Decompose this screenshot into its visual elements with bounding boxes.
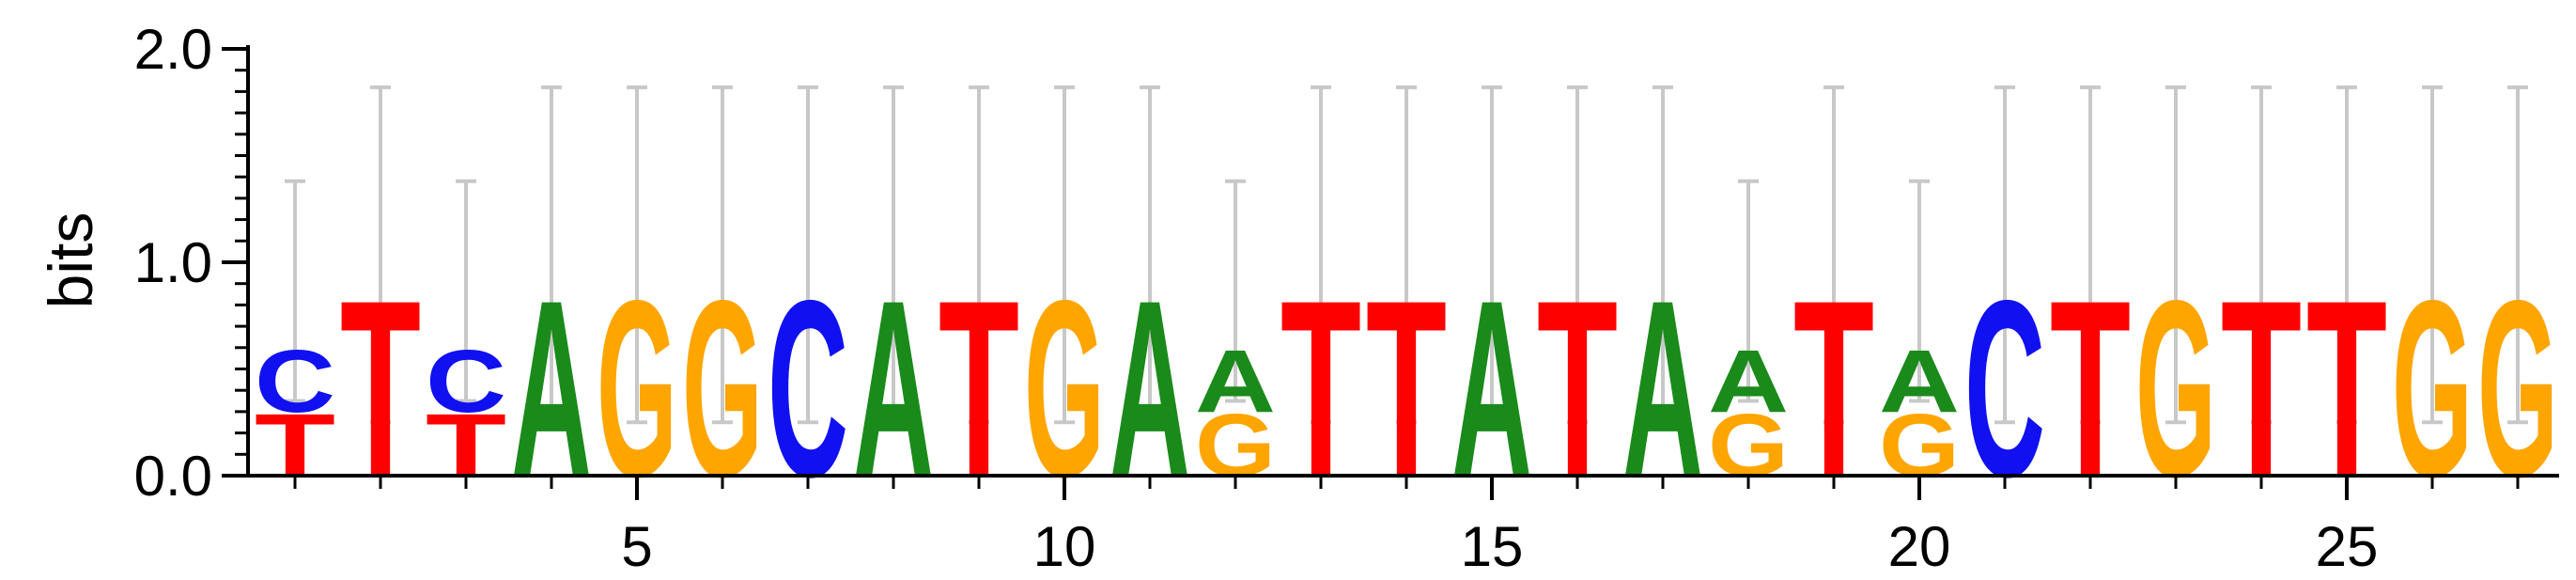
y-tick-label: 1.0 [134,231,212,294]
error-bar-25 [2336,85,2357,425]
x-tick-label: 10 [1033,515,1096,578]
y-ticks: 0.0 1.0 2.0 [134,18,248,508]
error-bars [285,85,2528,425]
error-bar-19 [1823,85,1844,425]
y-tick-label: 2.0 [134,18,212,81]
x-tick-label: 20 [1888,515,1951,578]
error-bar-6 [712,85,733,425]
error-bar-17 [1653,85,1673,425]
error-bar-24 [2251,85,2272,425]
error-bar-16 [1567,85,1588,425]
x-ticks: 5 10 15 20 25 [293,476,2520,578]
y-minor-ticks [235,69,248,456]
error-bar-12 [1225,179,1246,403]
y-tick-label: 0.0 [134,445,212,508]
error-bar-20 [1909,179,1930,403]
letter-A-pos-12: A [1195,332,1276,431]
error-bar-18 [1738,179,1759,403]
error-bar-22 [2080,85,2101,425]
error-bar-11 [1140,85,1160,425]
x-tick-label: 5 [621,515,652,578]
error-bar-8 [883,85,904,425]
error-bar-26 [2422,85,2443,425]
letter-A-pos-20: A [1879,332,1960,431]
error-bar-10 [1054,85,1075,425]
x-tick-label: 25 [2316,515,2379,578]
letter-C-pos-3: C [426,332,506,431]
letter-A-pos-18: A [1708,332,1789,431]
error-bar-9 [969,85,989,425]
error-bar-7 [798,85,818,425]
error-bar-4 [541,85,562,425]
error-bar-2 [370,85,391,425]
error-bar-23 [2165,85,2186,425]
error-bar-5 [627,85,647,425]
letter-stacks: TC T TC A G G C A T G A GA T T A T A GA T GA C T G T T G G [255,247,2558,530]
error-bar-21 [1994,85,2015,425]
error-bar-1 [285,179,305,403]
error-bar-27 [2507,85,2528,425]
error-bar-3 [456,179,476,403]
error-bar-13 [1311,85,1331,425]
x-tick-label: 15 [1461,515,1524,578]
y-axis-label: bits [36,212,105,309]
letter-C-pos-1: C [255,332,335,431]
error-bar-15 [1482,85,1502,425]
error-bar-14 [1396,85,1417,425]
